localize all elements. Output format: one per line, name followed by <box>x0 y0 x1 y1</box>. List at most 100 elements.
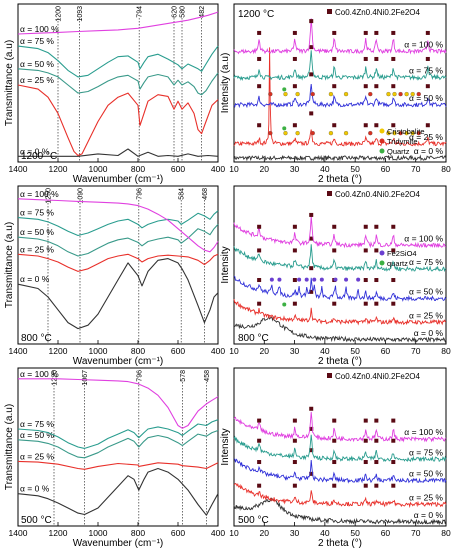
xrd-800-quartz-marker <box>282 302 287 307</box>
xrd-1200-phase-marker <box>310 91 315 97</box>
xrd-800-spinel-marker <box>374 278 379 283</box>
xrd-1200-phase-marker <box>404 130 409 136</box>
xrd-1200-frame <box>233 3 447 163</box>
xrd-1200-spinel-marker <box>309 45 314 50</box>
xrd-1200-xtick-label: 10 <box>229 164 239 174</box>
xrd-1200-phase-marker <box>392 130 397 136</box>
xrd-1200-series-label: α = 75 % <box>409 66 443 76</box>
xrd-1200-phase-marker <box>398 91 403 97</box>
xrd-500-series-label: α = 75 % <box>409 447 443 457</box>
xrd-1200-spinel-marker <box>292 30 297 35</box>
ftir-1200-series-label: α = 25 % <box>20 75 54 85</box>
xrd-1200-xtick-label: 60 <box>381 164 391 174</box>
ftir-800-xtick-label: 1000 <box>89 346 108 356</box>
ftir-500-series-label: α = 75 % <box>20 419 54 429</box>
xrd-1200-xtick-label: 20 <box>260 164 270 174</box>
xrd-500-spinel-marker <box>257 483 262 488</box>
ftir-800-ref-label: 1250 <box>46 188 53 204</box>
ftir-800-ref-label: 1090 <box>78 188 85 204</box>
xrd-500-series-label: α = 0 % <box>414 510 444 520</box>
xrd-500-series-line <box>233 482 447 509</box>
xrd-1200-formula-legend: Co0.4Zn0.4Ni0.2Fe2O4 <box>335 8 420 17</box>
xrd-1200-temperature-label: 1200 °C <box>238 9 274 20</box>
xrd-1200-phase-marker <box>398 130 403 136</box>
xrd-500-series-line <box>233 497 447 526</box>
xrd-1200-spinel-marker <box>363 30 368 35</box>
ftir-500-xtick-label: 1200 <box>49 528 68 538</box>
xrd-800-spinel-marker <box>363 278 368 283</box>
ftir-1200-series-label: α = 75 % <box>20 36 54 46</box>
xrd-1200-spinel-marker <box>425 56 430 61</box>
xrd-500-xtick-label: 50 <box>350 528 360 538</box>
xrd-500-series-line <box>233 458 447 484</box>
xrd-500-spinel-marker <box>374 460 379 465</box>
ftir-1200-ref-label: 482 <box>199 6 206 18</box>
xrd-500-xtick-label: 80 <box>441 528 451 538</box>
xrd-800-spinel-marker <box>257 301 262 306</box>
ftir-800-series-line <box>17 224 219 257</box>
xrd-500-xtick-label: 10 <box>229 528 239 538</box>
ftir-1200-xtick-label: 600 <box>171 164 185 174</box>
xrd-800-xtick-label: 40 <box>320 346 330 356</box>
xrd-500-series-label: α = 50 % <box>409 469 443 479</box>
xrd-800-formula-legend: Co0.4Zn0.4Ni0.2Fe2O4 <box>335 190 420 199</box>
xrd-500-spinel-marker <box>332 460 337 465</box>
ftir-800-xtick-label: 1200 <box>49 346 68 356</box>
xrd-1200-spinel-marker <box>391 56 396 61</box>
ftir-1200-series-line <box>17 45 219 78</box>
xrd-1200-phase-legend-label: Tridymite <box>387 137 418 146</box>
xrd-500-spinel-marker <box>332 483 337 488</box>
ftir-1200-ref-label: 794 <box>137 6 144 18</box>
xrd-1200-phase-marker <box>368 130 373 136</box>
xrd-800-spinel-marker <box>309 212 314 217</box>
ftir-500-series-label: α = 25 % <box>20 451 54 461</box>
ftir-800-series-line <box>17 210 219 237</box>
xrd-800-spinel-marker <box>391 224 396 229</box>
xrd-800-frame <box>233 185 447 345</box>
xrd-1200-phase-legend-marker <box>379 128 385 134</box>
xrd-1200-phase-marker <box>343 91 349 97</box>
ftir-500-xtick-label: 1400 <box>9 528 28 538</box>
ftir-1200-xtick-label: 1200 <box>49 164 68 174</box>
xrd-1200-xlabel: 2 theta (°) <box>318 174 362 185</box>
ftir-800-series-label: α = 100 % <box>20 189 59 199</box>
ftir-1200-temperature-label: 1200 °C <box>21 151 57 162</box>
xrd-500-panel: 10 20 30 40 50 60 70 80 2 theta (°) Intensity α = … <box>220 367 451 549</box>
ftir-500-series-label: α = 0 % <box>20 484 50 494</box>
xrd-800-spinel-marker <box>292 301 297 306</box>
xrd-1200-spinel-marker <box>332 123 337 128</box>
xrd-500-xlabel: 2 theta (°) <box>318 538 362 549</box>
xrd-1200-spinel-marker <box>363 56 368 61</box>
xrd-500-spinel-marker <box>391 460 396 465</box>
ftir-1200-xlabel: Wavenumber (cm⁻¹) <box>73 174 163 185</box>
ftir-1200-series-line <box>17 84 219 157</box>
ftir-500-xtick-label: 1000 <box>89 528 108 538</box>
xrd-1200-spinel-marker <box>425 84 430 89</box>
xrd-1200-spinel-marker <box>309 72 314 77</box>
ftir-500-ref-label: 578 <box>180 370 187 382</box>
xrd-800-fe2sio4-marker <box>344 277 349 282</box>
ftir-500-series-label: α = 100 % <box>20 369 59 379</box>
ftir-800-ref-label: 584 <box>179 188 186 200</box>
xrd-800-series-line <box>233 314 447 343</box>
ftir-1200-series-label: α = 50 % <box>20 59 54 69</box>
xrd-1200-xtick-label: 40 <box>320 164 330 174</box>
xrd-800-spinel-marker <box>332 224 337 229</box>
xrd-1200-phase-marker <box>416 130 421 136</box>
xrd-800-spinel-marker <box>374 224 379 229</box>
ftir-500-temperature-label: 500 °C <box>21 515 52 526</box>
xrd-1200-phase-marker <box>392 91 397 97</box>
xrd-1200-spinel-marker <box>391 84 396 89</box>
ftir-800-series-label: α = 0 % <box>20 274 50 284</box>
ftir-1200-panel: 1400 1200 1000 800 600 400 Wavenumber (cm⁻¹) Tr… <box>4 3 225 185</box>
ftir-1200-xtick-label: 1000 <box>89 164 108 174</box>
ftir-800-xtick-label: 400 <box>211 346 225 356</box>
xrd-1200-spinel-marker <box>374 84 379 89</box>
xrd-500-xtick-label: 70 <box>411 528 421 538</box>
xrd-800-xtick-label: 70 <box>411 346 421 356</box>
xrd-800-spinel-marker <box>257 224 262 229</box>
ftir-500-xtick-label: 400 <box>211 528 225 538</box>
xrd-1200-phase-marker <box>283 130 288 136</box>
xrd-1200-phase-marker <box>386 130 391 136</box>
xrd-800-series-label: α = 50 % <box>409 287 443 297</box>
